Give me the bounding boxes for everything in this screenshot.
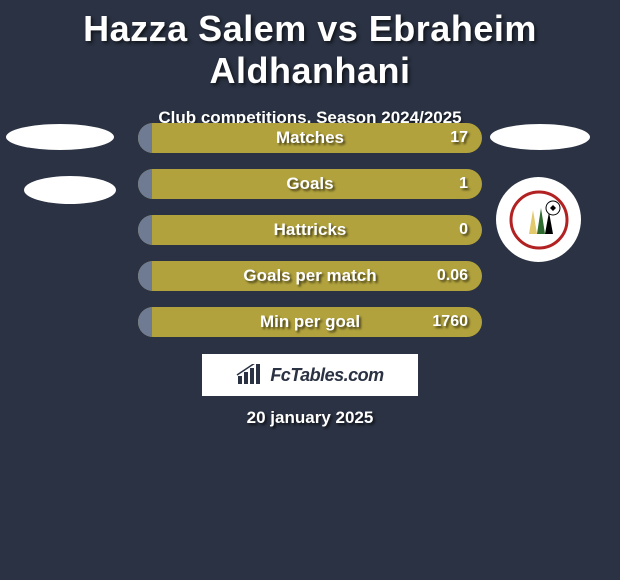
stat-bar-matches: Matches 17: [138, 123, 482, 153]
bar-value-right: 0.06: [437, 261, 468, 291]
stat-bar-hattricks: Hattricks 0: [138, 215, 482, 245]
chart-icon: [236, 364, 264, 386]
bar-label: Goals: [138, 169, 482, 199]
club-logo-icon: [509, 190, 569, 250]
stat-bar-goals-per-match: Goals per match 0.06: [138, 261, 482, 291]
stat-bar-goals: Goals 1: [138, 169, 482, 199]
club-logo: [496, 177, 581, 262]
page-title: Hazza Salem vs Ebraheim Aldhanhani: [0, 0, 620, 92]
date: 20 january 2025: [0, 408, 620, 428]
player-badge-left-1: [6, 124, 114, 150]
bar-label: Goals per match: [138, 261, 482, 291]
player-badge-right-1: [490, 124, 590, 150]
player-badge-left-2: [24, 176, 116, 204]
branding-box: FcTables.com: [202, 354, 418, 396]
bar-label: Hattricks: [138, 215, 482, 245]
stat-bars: Matches 17 Goals 1 Hattricks 0 Goals per…: [138, 123, 482, 353]
bar-value-right: 1: [459, 169, 468, 199]
bar-label: Matches: [138, 123, 482, 153]
bar-label: Min per goal: [138, 307, 482, 337]
stat-bar-min-per-goal: Min per goal 1760: [138, 307, 482, 337]
bar-value-right: 0: [459, 215, 468, 245]
branding-text: FcTables.com: [270, 365, 383, 386]
bar-value-right: 17: [450, 123, 468, 153]
bar-value-right: 1760: [432, 307, 468, 337]
